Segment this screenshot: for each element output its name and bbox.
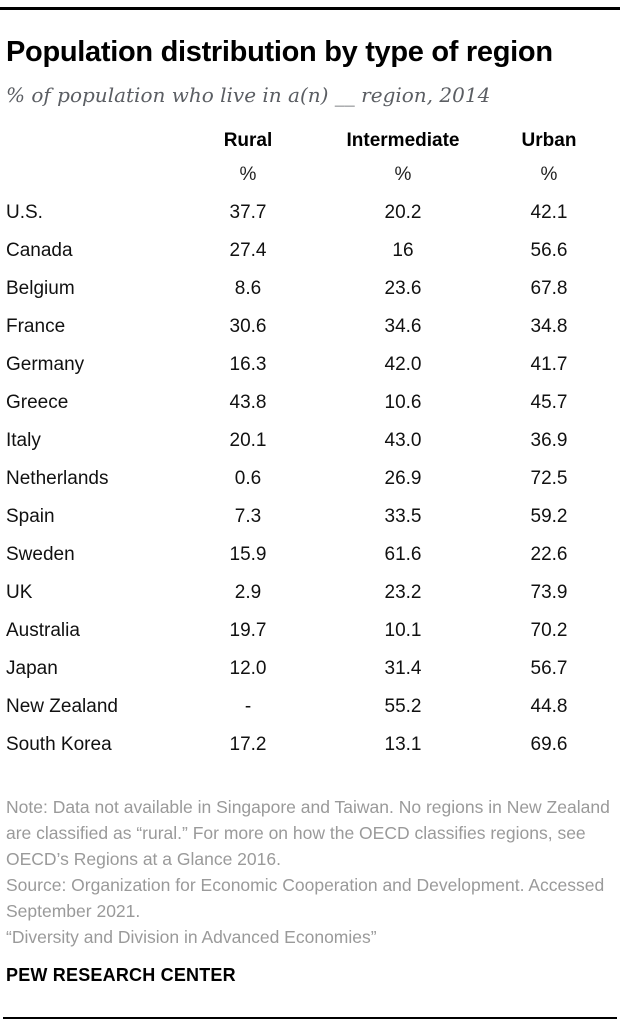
- table-row: UK 2.9 23.2 73.9: [6, 574, 614, 612]
- unit-cell-intermediate: %: [394, 164, 412, 185]
- rural-value-cell: 8.6: [234, 278, 262, 299]
- rural-value-cell: 20.1: [229, 430, 267, 451]
- top-rule: [0, 7, 620, 10]
- table-row: Canada 27.4 16 56.6: [6, 232, 614, 270]
- page-content: Population distribution by type of regio…: [6, 36, 614, 985]
- rural-value-cell: 27.4: [229, 240, 267, 261]
- intermediate-value-cell: 31.4: [384, 658, 422, 679]
- country-cell: Japan: [6, 658, 58, 679]
- country-cell: UK: [6, 582, 33, 603]
- urban-value-cell: 73.9: [530, 582, 568, 603]
- rural-value-cell: 30.6: [229, 316, 267, 337]
- table-row: Germany 16.3 42.0 41.7: [6, 346, 614, 384]
- rural-value-cell: 0.6: [234, 468, 262, 489]
- table-row: Australia 19.7 10.1 70.2: [6, 612, 614, 650]
- corner-header-cell: [6, 126, 174, 156]
- intermediate-value-cell: 13.1: [384, 734, 422, 755]
- unit-row: % % %: [6, 156, 614, 194]
- country-cell: Netherlands: [6, 468, 109, 489]
- urban-value-cell: 45.7: [530, 392, 568, 413]
- table-row: U.S. 37.7 20.2 42.1: [6, 194, 614, 232]
- intermediate-value-cell: 26.9: [384, 468, 422, 489]
- table-row: Netherlands 0.6 26.9 72.5: [6, 460, 614, 498]
- country-cell: Canada: [6, 240, 73, 261]
- page-subtitle: % of population who live in a(n) __ regi…: [6, 83, 491, 107]
- country-cell: U.S.: [6, 202, 43, 223]
- urban-value-cell: 44.8: [530, 696, 568, 717]
- table-row: New Zealand - 55.2 44.8: [6, 688, 614, 726]
- intermediate-value-cell: 34.6: [384, 316, 422, 337]
- rural-value-cell: 7.3: [234, 506, 262, 527]
- country-cell: Belgium: [6, 278, 75, 299]
- urban-value-cell: 36.9: [530, 430, 568, 451]
- intermediate-value-cell: 43.0: [384, 430, 422, 451]
- population-table: Rural Intermediate Urban % % % U.S. 37.7 2…: [6, 126, 614, 764]
- country-cell: France: [6, 316, 66, 337]
- urban-value-cell: 34.8: [530, 316, 568, 337]
- urban-value-cell: 56.7: [530, 658, 568, 679]
- rural-value-cell: -: [244, 696, 252, 717]
- country-cell: Spain: [6, 506, 55, 527]
- country-cell: Sweden: [6, 544, 75, 565]
- urban-value-cell: 56.6: [530, 240, 568, 261]
- table-row: Japan 12.0 31.4 56.7: [6, 650, 614, 688]
- intermediate-value-cell: 23.6: [384, 278, 422, 299]
- table-row: Italy 20.1 43.0 36.9: [6, 422, 614, 460]
- country-cell: South Korea: [6, 734, 112, 755]
- note-text: Note: Data not available in Singapore an…: [6, 797, 610, 869]
- urban-value-cell: 67.8: [530, 278, 568, 299]
- rural-value-cell: 15.9: [229, 544, 267, 565]
- country-cell: Germany: [6, 354, 85, 375]
- column-header-rural: Rural: [223, 130, 273, 151]
- urban-value-cell: 22.6: [530, 544, 568, 565]
- report-title-text: “Diversity and Division in Advanced Econ…: [6, 927, 377, 947]
- bottom-rule: [3, 1017, 617, 1019]
- table-row: Sweden 15.9 61.6 22.6: [6, 536, 614, 574]
- table-row: Belgium 8.6 23.6 67.8: [6, 270, 614, 308]
- country-cell: Australia: [6, 620, 80, 641]
- country-cell: Italy: [6, 430, 41, 451]
- table-row: France 30.6 34.6 34.8: [6, 308, 614, 346]
- country-cell: Greece: [6, 392, 69, 413]
- urban-value-cell: 42.1: [530, 202, 568, 223]
- table-row: Spain 7.3 33.5 59.2: [6, 498, 614, 536]
- column-header-intermediate: Intermediate: [346, 130, 460, 151]
- rural-value-cell: 17.2: [229, 734, 267, 755]
- rural-value-cell: 12.0: [229, 658, 267, 679]
- intermediate-value-cell: 16: [392, 240, 414, 261]
- brand-wordmark: PEW RESEARCH CENTER: [6, 965, 236, 985]
- rural-value-cell: 37.7: [229, 202, 267, 223]
- table-row: Greece 43.8 10.6 45.7: [6, 384, 614, 422]
- rural-value-cell: 2.9: [234, 582, 262, 603]
- intermediate-value-cell: 10.1: [384, 620, 422, 641]
- table-header-row: Rural Intermediate Urban: [6, 126, 614, 156]
- intermediate-value-cell: 23.2: [384, 582, 422, 603]
- urban-value-cell: 41.7: [530, 354, 568, 375]
- intermediate-value-cell: 55.2: [384, 696, 422, 717]
- country-cell: New Zealand: [6, 696, 118, 717]
- unit-cell-urban: %: [540, 164, 558, 185]
- intermediate-value-cell: 10.6: [384, 392, 422, 413]
- intermediate-value-cell: 61.6: [384, 544, 422, 565]
- source-text: Source: Organization for Economic Cooper…: [6, 875, 605, 921]
- footnotes: Note: Data not available in Singapore an…: [6, 794, 614, 950]
- urban-value-cell: 69.6: [530, 734, 568, 755]
- rural-value-cell: 43.8: [229, 392, 267, 413]
- table-body: U.S. 37.7 20.2 42.1 Canada 27.4 16 56.6 Belgium 8…: [6, 194, 614, 764]
- urban-value-cell: 70.2: [530, 620, 568, 641]
- table-row: South Korea 17.2 13.1 69.6: [6, 726, 614, 764]
- rural-value-cell: 19.7: [229, 620, 267, 641]
- urban-value-cell: 72.5: [530, 468, 568, 489]
- intermediate-value-cell: 42.0: [384, 354, 422, 375]
- unit-corner-cell: [6, 156, 174, 194]
- page-title: Population distribution by type of regio…: [6, 36, 553, 68]
- rural-value-cell: 16.3: [229, 354, 267, 375]
- intermediate-value-cell: 20.2: [384, 202, 422, 223]
- column-header-urban: Urban: [521, 130, 577, 151]
- urban-value-cell: 59.2: [530, 506, 568, 527]
- unit-cell-rural: %: [239, 164, 257, 185]
- intermediate-value-cell: 33.5: [384, 506, 422, 527]
